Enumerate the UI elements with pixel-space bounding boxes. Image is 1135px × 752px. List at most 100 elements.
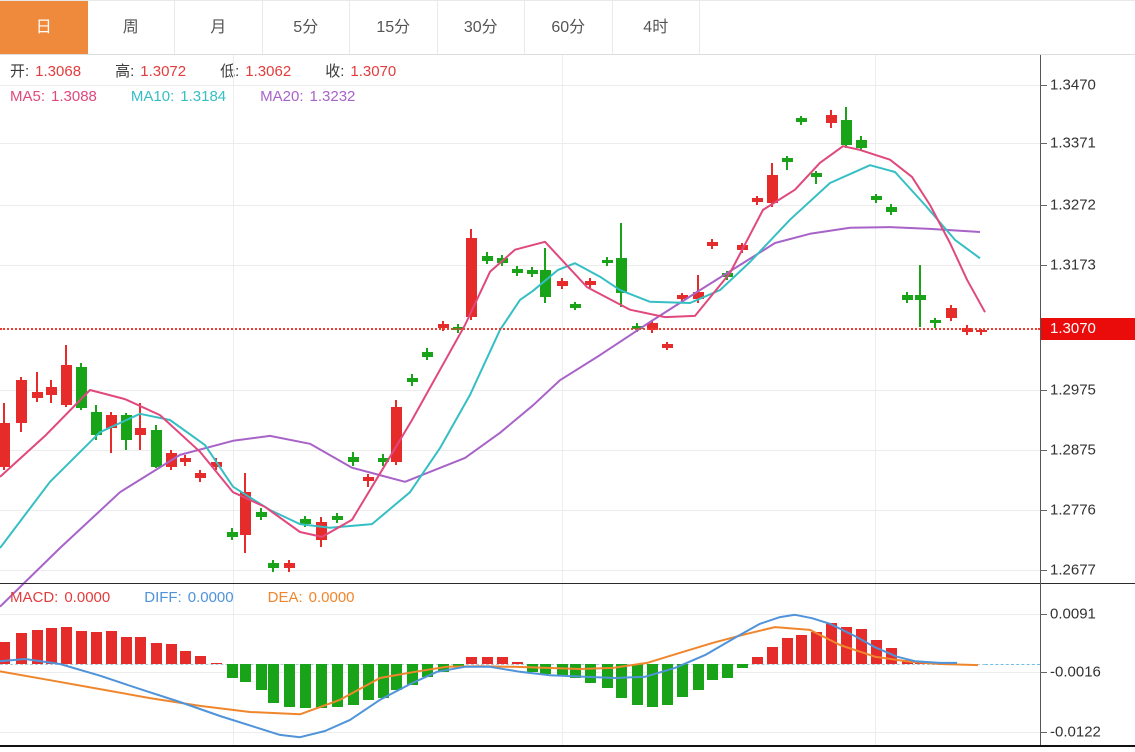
- ma10-line: [0, 164, 981, 549]
- tab-5min[interactable]: 5分: [262, 1, 350, 54]
- axis-tick: [1040, 672, 1047, 673]
- candle-body: [32, 391, 43, 398]
- candle-body: [946, 307, 957, 318]
- candle-body: [693, 291, 704, 299]
- candle-body: [76, 367, 87, 408]
- candle-body: [121, 415, 132, 441]
- candle-body: [677, 295, 688, 299]
- candle-body: [796, 118, 807, 122]
- h-gridline: [0, 85, 1040, 86]
- macd-bar: [677, 664, 688, 697]
- legend-value: 1.3068: [35, 63, 82, 80]
- candle-body: [46, 386, 57, 395]
- macd-bar: [268, 664, 279, 704]
- axis-tick: [1040, 143, 1047, 144]
- macd-bar: [76, 631, 87, 664]
- candle-body: [767, 175, 778, 204]
- candle-body: [512, 268, 523, 273]
- axis-tick-label: -0.0122: [1050, 723, 1101, 741]
- axis-tick: [1040, 450, 1047, 451]
- candle-body: [363, 476, 374, 482]
- macd-bar: [348, 664, 359, 705]
- legend-label: MACD:: [10, 589, 59, 606]
- candle-wick: [139, 402, 141, 450]
- candle-body: [211, 462, 222, 468]
- macd-bar: [602, 664, 613, 689]
- candle-body: [106, 415, 117, 428]
- axis-tick-label: 1.3272: [1050, 196, 1096, 214]
- legend-label: 收:: [325, 63, 345, 80]
- candle-body: [300, 519, 311, 525]
- macd-bar: [0, 642, 10, 664]
- h-gridline: [0, 265, 1040, 266]
- candle-wick: [697, 274, 699, 303]
- current-price-dotted-line: [0, 328, 1040, 330]
- macd-bar: [300, 664, 311, 709]
- macd-bar: [752, 656, 763, 664]
- candle-body: [151, 429, 162, 468]
- legend-label: DEA:: [267, 589, 303, 606]
- macd-bar: [557, 664, 568, 676]
- candle-body: [856, 140, 867, 149]
- legend-value: 1.3088: [51, 88, 97, 105]
- candle-body: [540, 269, 551, 297]
- panel-separator: [0, 583, 1135, 584]
- candle-body: [407, 377, 418, 382]
- macd-bar: [722, 664, 733, 678]
- candle-body: [227, 532, 238, 537]
- axis-tick: [1040, 85, 1047, 86]
- tab-15min[interactable]: 15分: [350, 1, 438, 54]
- macd-bar: [316, 664, 327, 709]
- macd-bar: [482, 656, 493, 664]
- h-gridline: [0, 390, 1040, 391]
- period-tabbar: 日周月 5分 15分 30分 60分 4时: [0, 0, 1135, 55]
- candle-body: [348, 456, 359, 463]
- tab-4hour[interactable]: 4时: [612, 1, 700, 54]
- macd-bar: [466, 656, 477, 664]
- candle-body: [61, 364, 72, 406]
- macd-bar: [767, 647, 778, 664]
- macd-bar: [662, 664, 673, 705]
- axis-tick-label: 1.2975: [1050, 381, 1096, 399]
- tab-30min[interactable]: 30分: [437, 1, 525, 54]
- macd-bar: [151, 642, 162, 664]
- macd-bar: [915, 661, 926, 664]
- candle-body: [782, 157, 793, 163]
- candle-body: [316, 522, 327, 540]
- tab-60min[interactable]: 60分: [525, 1, 613, 54]
- macd-bar: [856, 628, 867, 664]
- candle-body: [841, 119, 852, 145]
- candle-body: [557, 280, 568, 286]
- candle-body: [570, 304, 581, 308]
- candle-body: [180, 457, 191, 463]
- macd-bar: [106, 631, 117, 664]
- macd-bar: [841, 627, 852, 664]
- candle-body: [256, 511, 267, 517]
- legend-value: 1.3184: [180, 88, 227, 105]
- axis-tick-label: -0.0016: [1050, 663, 1101, 681]
- macd-bar: [61, 627, 72, 664]
- axis-tick-label: 0.0091: [1050, 605, 1096, 623]
- macd-bar: [782, 637, 793, 664]
- legend-label: 低:: [220, 63, 240, 80]
- macd-bar: [438, 664, 449, 672]
- macd-bar: [211, 662, 222, 664]
- macd-bar: [363, 664, 374, 700]
- macd-bar: [32, 629, 43, 664]
- macd-bar: [195, 656, 206, 664]
- macd-zero-dashed-line: [0, 664, 985, 665]
- candle-body: [902, 295, 913, 300]
- macd-bar: [886, 647, 897, 664]
- tab-week[interactable]: 周: [87, 1, 175, 54]
- macd-bar: [707, 664, 718, 681]
- macd-bar: [497, 656, 508, 664]
- h-gridline: [0, 570, 1040, 571]
- tab-day[interactable]: 日: [0, 1, 88, 54]
- candle-body: [976, 329, 987, 333]
- macd-bar: [180, 651, 191, 664]
- tab-month[interactable]: 月: [175, 1, 263, 54]
- macd-bar: [570, 664, 581, 678]
- h-gridline: [0, 205, 1040, 206]
- candle-body: [811, 173, 822, 177]
